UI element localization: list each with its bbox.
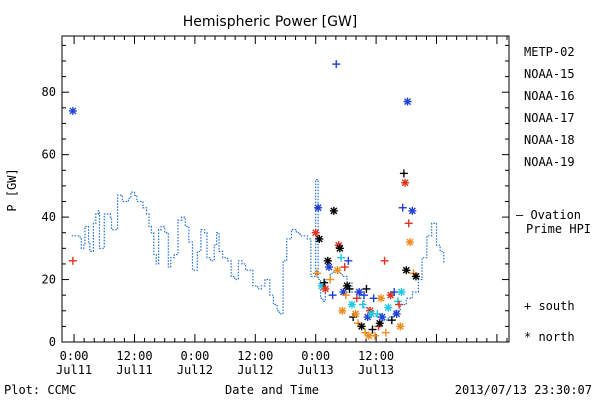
data-point-north [311,228,320,237]
x-axis-label: Date and Time [225,383,319,397]
data-point-south [312,269,321,278]
data-point-south [352,294,361,303]
footer-timestamp: 2013/07/13 23:30:07 [455,383,592,397]
data-point-south [340,263,349,272]
footer-plot-source: Plot: CCMC [4,383,76,397]
x-tick-label-date: Jul11 [116,363,152,377]
data-point-south [380,256,389,265]
data-point-south [398,203,407,212]
data-point-north [397,288,406,297]
data-point-north [403,97,412,106]
data-point-south [345,284,354,293]
data-point-north [321,284,330,293]
data-point-south [360,291,369,300]
data-point-north [338,306,347,315]
data-point-south [332,60,341,69]
data-point-south [344,256,353,265]
data-point-south [358,300,367,309]
x-tick-label-time: 0:00 [180,349,209,363]
data-point-north [324,263,333,272]
x-tick-label-time: 12:00 [358,349,394,363]
legend-satellite: METP-02 [524,45,575,59]
legend-satellite: NOAA-15 [524,67,575,81]
data-point-north [333,266,342,275]
legend-ovation-line1: – Ovation [516,208,581,222]
legend-ovation-line2: Prime HPI [526,222,591,236]
data-point-north [392,309,401,318]
ovation-hpi-line [71,179,445,321]
data-point-south [368,325,377,334]
data-point-south [404,219,413,228]
data-point-north [378,313,387,322]
x-tick-label-date: Jul13 [358,363,394,377]
data-point-north [357,322,366,331]
x-tick-label-time: 12:00 [116,349,152,363]
data-point-north [351,309,360,318]
y-tick-label: 80 [42,85,56,99]
legend-satellite: NOAA-16 [524,89,575,103]
data-point-north [386,291,395,300]
data-point-south [387,316,396,325]
data-point-south [395,300,404,309]
data-point-south [369,294,378,303]
data-point-south [337,253,346,262]
data-point-north [323,256,332,265]
data-point-north [314,203,323,212]
legend-satellite: NOAA-18 [524,133,575,147]
data-point-north [408,206,417,215]
data-point-south [341,291,350,300]
legend-north: * north [524,330,575,344]
data-point-north [329,206,338,215]
data-point-north [396,322,405,331]
data-point-south [370,331,379,340]
data-point-north [347,300,356,309]
x-tick-label-date: Jul12 [237,363,273,377]
data-point-north [375,319,384,328]
x-tick-label-time: 0:00 [60,349,89,363]
data-point-north [335,244,344,253]
data-point-north [384,303,393,312]
data-point-south [399,169,408,178]
data-point-north [355,288,364,297]
legend-satellite: NOAA-17 [524,111,575,125]
chart-title: Hemispheric Power [GW] [183,14,358,30]
plot-frame [61,35,510,343]
data-point-south [326,275,335,284]
x-tick-label-date: Jul11 [56,363,92,377]
data-point-south [328,291,337,300]
data-point-south [390,288,399,297]
y-axis-label: P [GW] [5,168,19,211]
data-point-north [402,266,411,275]
data-point-north [401,178,410,187]
data-point-south [381,328,390,337]
legend-satellite: NOAA-19 [524,155,575,169]
data-point-north [376,294,385,303]
legend-south: + south [524,299,575,313]
data-point-south [320,278,329,287]
data-point-south [68,256,77,265]
data-point-north [315,234,324,243]
data-point-north [405,238,414,247]
y-tick-label: 60 [42,148,56,162]
y-tick-label: 0 [49,335,56,349]
x-tick-label-time: 0:00 [301,349,330,363]
x-tick-label-date: Jul12 [177,363,213,377]
data-point-south [362,284,371,293]
data-point-north [411,272,420,281]
x-tick-label-date: Jul13 [298,363,334,377]
y-tick-label: 40 [42,210,56,224]
data-point-north [68,106,77,115]
x-tick-label-time: 12:00 [237,349,273,363]
y-tick-label: 20 [42,273,56,287]
